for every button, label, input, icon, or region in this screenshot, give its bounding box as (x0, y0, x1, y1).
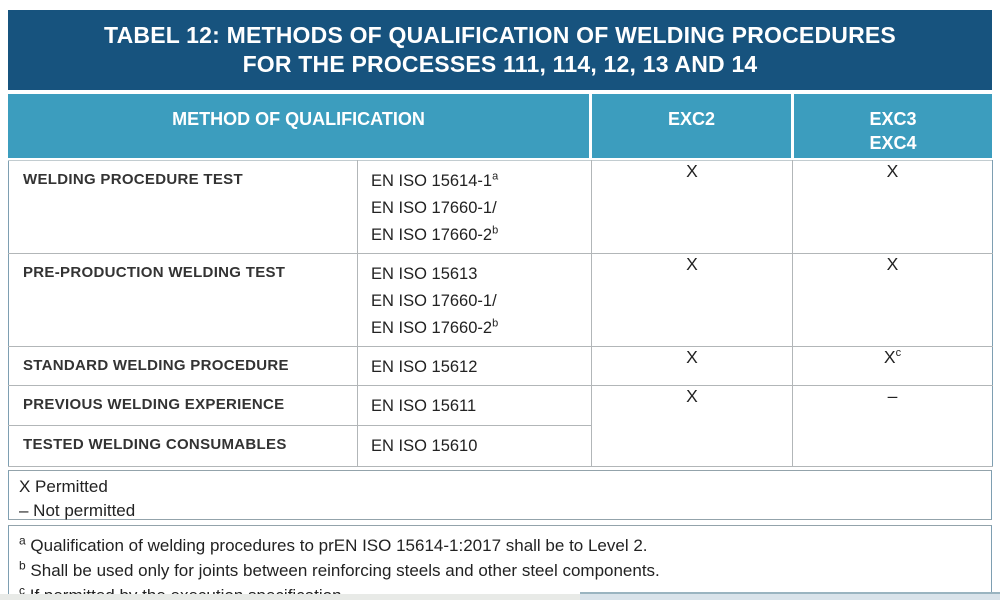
footnote-marker: a (492, 170, 499, 183)
method-cell: WELDING PROCEDURE TEST (8, 160, 358, 254)
exc2-merged-cell: X (591, 385, 793, 467)
standards-cell: EN ISO 15614-1a EN ISO 17660-1/ EN ISO 1… (357, 160, 592, 254)
table-title-band: TABEL 12: METHODS OF QUALIFICATION OF WE… (8, 10, 992, 90)
footnote-box: a Qualification of welding procedures to… (8, 525, 992, 600)
table-title-line1: TABEL 12: METHODS OF QUALIFICATION OF WE… (104, 22, 896, 48)
table-row-welding-procedure-test: WELDING PROCEDURE TEST EN ISO 15614-1a E… (8, 160, 993, 254)
table-row-previous-welding-experience: PREVIOUS WELDING EXPERIENCE EN ISO 15611… (8, 385, 993, 467)
table-12-figure: TABEL 12: METHODS OF QUALIFICATION OF WE… (8, 10, 993, 600)
exc2-cell: X (591, 160, 793, 254)
footnote-marker: c (895, 347, 902, 360)
standard-line: EN ISO 15611 (371, 397, 477, 415)
exc34-cell: X (792, 253, 993, 347)
column-header-row: METHOD OF QUALIFICATION EXC2 EXC3 EXC4 (8, 94, 992, 158)
method-cell: PREVIOUS WELDING EXPERIENCE (8, 385, 358, 426)
standard-line: EN ISO 17660-1/ (371, 199, 497, 217)
footnote-b: b Shall be used only for joints between … (19, 558, 660, 580)
table-row-tested-welding-consumables: TESTED WELDING CONSUMABLES EN ISO 15610 (8, 425, 993, 467)
column-header-exc2: EXC2 (592, 94, 791, 158)
method-cell: STANDARD WELDING PROCEDURE (8, 346, 358, 386)
column-header-method: METHOD OF QUALIFICATION (8, 94, 589, 158)
cropped-next-element-left (0, 594, 580, 600)
footnote-marker: b (19, 558, 26, 573)
column-header-exc3-exc4: EXC3 EXC4 (794, 94, 992, 158)
legend-permitted: X Permitted (19, 477, 108, 496)
standard-line: EN ISO 15614-1a (371, 170, 499, 190)
standards-cell: EN ISO 15610 (357, 425, 592, 467)
standards-cell: EN ISO 15611 (357, 385, 592, 426)
footnote-a: a Qualification of welding procedures to… (19, 533, 648, 555)
column-header-exc4: EXC4 (869, 133, 917, 153)
footnote-marker: b (492, 224, 499, 237)
exc34-cell: Xc (792, 346, 993, 386)
standard-line: EN ISO 15610 (371, 437, 478, 455)
table-title-line2: FOR THE PROCESSES 111, 114, 12, 13 AND 1… (242, 51, 758, 77)
footnote-marker: c (19, 583, 25, 598)
standards-cell: EN ISO 15612 (357, 346, 592, 386)
exc2-cell: X (591, 253, 793, 347)
exc2-cell: X (591, 346, 793, 386)
table-row-pre-production-welding-test: PRE-PRODUCTION WELDING TEST EN ISO 15613… (8, 253, 993, 347)
standard-line: EN ISO 15612 (371, 358, 478, 376)
footnote-marker: a (19, 533, 26, 548)
standard-line: EN ISO 17660-2b (371, 317, 499, 337)
standard-line: EN ISO 15613 (371, 265, 478, 283)
cropped-next-element-right (580, 592, 1000, 600)
standards-cell: EN ISO 15613 EN ISO 17660-1/ EN ISO 1766… (357, 253, 592, 347)
legend-not-permitted: – Not permitted (19, 501, 136, 520)
legend-box: X Permitted – Not permitted (8, 470, 992, 520)
standard-line: EN ISO 17660-1/ (371, 292, 497, 310)
exc34-cell: X (792, 160, 993, 254)
exc34-merged-cell: – (792, 385, 993, 467)
footnote-marker: b (492, 317, 499, 330)
table-row-standard-welding-procedure: STANDARD WELDING PROCEDURE EN ISO 15612 … (8, 346, 993, 386)
method-cell: PRE-PRODUCTION WELDING TEST (8, 253, 358, 347)
standard-line: EN ISO 17660-2b (371, 224, 499, 244)
qualification-table: WELDING PROCEDURE TEST EN ISO 15614-1a E… (8, 160, 993, 467)
method-cell: TESTED WELDING CONSUMABLES (8, 425, 358, 467)
column-header-exc3: EXC3 (869, 109, 917, 129)
